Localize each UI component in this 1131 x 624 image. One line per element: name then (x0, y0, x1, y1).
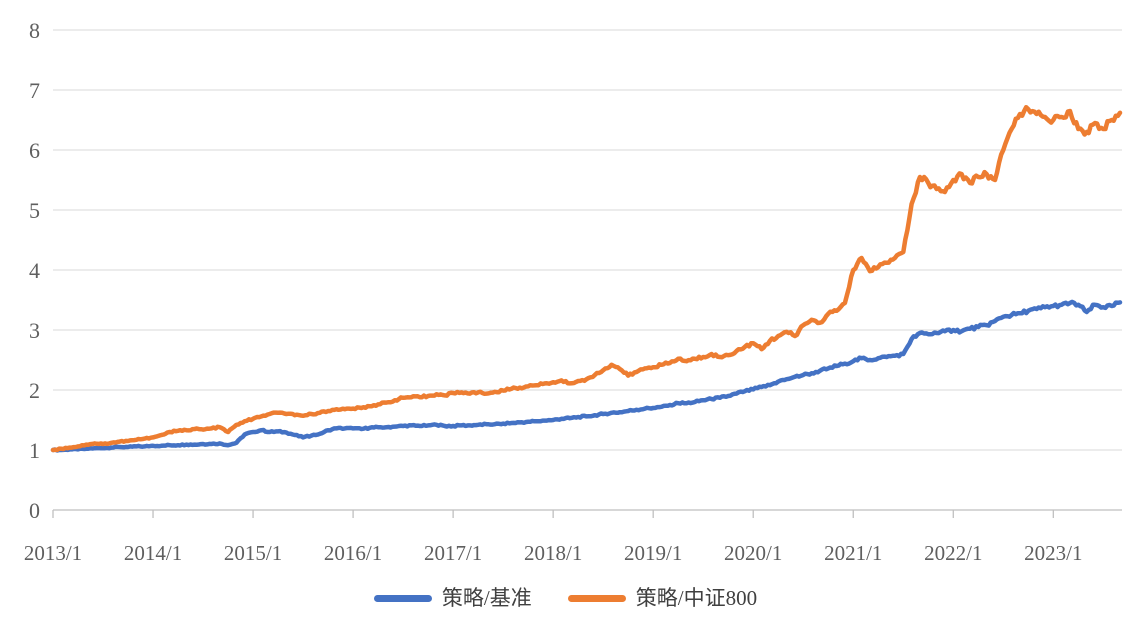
x-axis-tick-label: 2018/1 (524, 541, 582, 565)
y-axis-tick-label: 0 (29, 498, 40, 523)
x-axis-tick-label: 2016/1 (324, 541, 382, 565)
chart-legend: 策略/基准 策略/中证800 (0, 588, 1131, 609)
x-axis-tick-label: 2023/1 (1024, 541, 1082, 565)
legend-item-csi800: 策略/中证800 (567, 586, 758, 610)
x-axis-tick-label: 2022/1 (924, 541, 982, 565)
benchmark-ratio-line (50, 299, 1123, 453)
x-axis-tick-label: 2014/1 (124, 541, 182, 565)
benchmark-series-swatch-icon (373, 595, 432, 602)
y-axis-tick-label: 4 (29, 258, 40, 283)
x-axis-tick-label: 2015/1 (224, 541, 282, 565)
x-axis-tick-label: 2020/1 (724, 541, 782, 565)
legend-label-benchmark: 策略/基准 (441, 586, 532, 610)
y-axis-tick-label: 6 (29, 138, 40, 163)
csi800-series-swatch-icon (567, 595, 626, 602)
y-axis-tick-label: 5 (29, 198, 40, 223)
y-axis-tick-label: 8 (29, 18, 40, 43)
y-axis-tick-label: 3 (29, 318, 40, 343)
y-axis-tick-label: 2 (29, 378, 40, 403)
csi800-ratio-line (50, 104, 1123, 453)
y-axis-tick-label: 1 (29, 438, 40, 463)
x-axis-tick-label: 2017/1 (424, 541, 482, 565)
x-axis-tick-label: 2013/1 (24, 541, 82, 565)
legend-label-csi800: 策略/中证800 (635, 586, 758, 610)
x-axis-tick-label: 2021/1 (824, 541, 882, 565)
x-axis-tick-label: 2019/1 (624, 541, 682, 565)
y-axis-tick-label: 7 (29, 78, 40, 103)
legend-item-benchmark: 策略/基准 (373, 586, 532, 610)
